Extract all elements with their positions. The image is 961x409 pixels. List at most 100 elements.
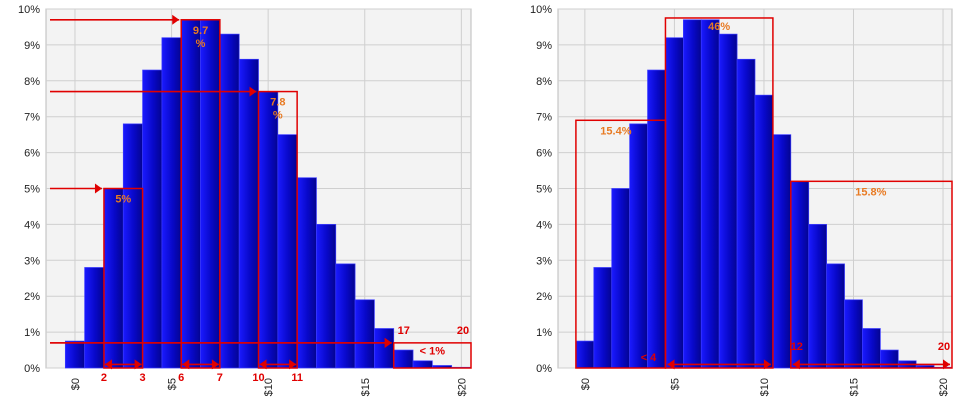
y-tick-label: 5%: [24, 184, 40, 196]
histogram-bar: [393, 349, 414, 369]
annotation-label: 7.8%: [270, 97, 285, 122]
x-tick-label: $15: [360, 378, 372, 396]
histogram-bar: [180, 19, 201, 369]
y-tick-label: 8%: [24, 76, 40, 88]
x-tick-label: $10: [759, 378, 771, 396]
x-tick-label: $20: [938, 378, 950, 396]
annotation-box: [180, 19, 221, 369]
annotation-box: [664, 17, 774, 369]
x-tick-label: $0: [580, 378, 592, 390]
range-label-end: 11: [291, 372, 303, 384]
histogram-bar: [718, 33, 738, 369]
range-label-end: 7: [217, 372, 223, 384]
histogram-bar: [219, 33, 240, 369]
y-tick-label: 3%: [536, 255, 552, 267]
y-tick-label: 6%: [536, 148, 552, 160]
histogram-bar: [335, 263, 356, 369]
histogram-right-svg: 0% 1% 2% 3% 4% 5% 6% 7% 8% 9% 10% $0 $5 $10 $15 $20 15.4…: [530, 4, 953, 396]
annotation-label-line: %: [273, 110, 283, 122]
histogram-bar: [736, 58, 756, 369]
y-tick-label: 2%: [24, 291, 40, 303]
histogram-bar: [862, 328, 881, 369]
y-tick-label: 5%: [536, 184, 552, 196]
annotation-box: [790, 180, 953, 369]
histogram-bar: [772, 134, 792, 369]
x-tick-label: $0: [70, 378, 82, 390]
range-label-end: 3: [140, 372, 146, 384]
y-tick-label: 9%: [536, 40, 552, 52]
x-tick-label: $15: [849, 378, 861, 396]
histogram-bar: [683, 19, 702, 369]
histogram-bar: [575, 340, 595, 369]
y-tick-label: 1%: [536, 327, 552, 339]
y-tick-label: 10%: [530, 4, 552, 16]
x-tick-label: $5: [669, 378, 681, 390]
arrow-label: < 4: [641, 352, 657, 364]
histogram-bar: [593, 267, 613, 369]
histogram-left-svg: 0% 1% 2% 3% 4% 5% 6% 7% 8% 9% 10% $0 $5 $10 $15 $20 5% 9.…: [18, 4, 472, 396]
y-tick-label: 4%: [536, 219, 552, 231]
histogram-left: 0% 1% 2% 3% 4% 5% 6% 7% 8% 9% 10% $0 $5 $10 $15 $20 5% 9.…: [0, 0, 480, 404]
histogram-bar: [808, 224, 827, 369]
y-tick-label: 4%: [24, 219, 40, 231]
arrow-label: 12: [791, 341, 803, 353]
annotation-label-line: 7.8: [270, 97, 285, 109]
range-arrow-head-left: [259, 359, 267, 370]
annotation-label: 15.8%: [855, 186, 886, 198]
histogram-bar: [880, 349, 899, 369]
range-label-start: 2: [101, 372, 107, 384]
range-arrow-head-left: [792, 359, 800, 370]
annotation-label-line: %: [196, 38, 206, 50]
histogram-bar: [665, 37, 684, 369]
y-tick-label: 9%: [24, 40, 40, 52]
histogram-bar: [826, 263, 845, 369]
range-arrow-head-right: [211, 359, 219, 370]
y-tick-label: 7%: [536, 112, 552, 124]
histogram-bar: [316, 224, 337, 369]
y-tick-label: 0%: [536, 363, 552, 375]
x-tick-label: $20: [456, 378, 468, 396]
annotation-box: [103, 187, 144, 369]
x-tick-label: $5: [167, 378, 179, 390]
level-arrow-head-right: [172, 14, 180, 25]
y-tick-label: 6%: [24, 148, 40, 160]
range-arrow-head-left: [104, 359, 112, 370]
histogram-bar: [161, 37, 182, 369]
arrow-label: 20: [938, 341, 950, 353]
y-tick-label: 1%: [24, 327, 40, 339]
range-arrow-head-right: [943, 359, 950, 370]
level-arrow-head-right: [94, 183, 102, 194]
histogram-bar: [84, 267, 105, 369]
annotation-label: 5%: [115, 194, 131, 206]
range-arrow-head-right: [289, 359, 297, 370]
histogram-bar: [103, 188, 124, 369]
annotation-box: [392, 342, 472, 369]
corner-label: 17: [398, 325, 410, 337]
histogram-right: 0% 1% 2% 3% 4% 5% 6% 7% 8% 9% 10% $0 $5 $10 $15 $20 15.4…: [481, 0, 961, 404]
x-tick-label: $10: [263, 378, 275, 396]
histogram-bar: [64, 340, 85, 369]
annotation-label-line: 5%: [115, 194, 131, 206]
annotation-box: [257, 90, 298, 369]
y-tick-label: 10%: [18, 4, 40, 16]
annotation-label: 15.4%: [600, 125, 631, 137]
histogram-bar: [844, 299, 863, 369]
histogram-bar: [238, 58, 259, 369]
annotation-label: < 1%: [420, 345, 446, 357]
histogram-bar: [754, 94, 774, 369]
histogram-bar: [296, 177, 317, 369]
histogram-bar: [258, 91, 279, 369]
annotation-label-line: 9.7: [193, 25, 208, 37]
histogram-bar: [700, 19, 720, 369]
histogram-bar: [611, 188, 630, 369]
range-label-start: 6: [178, 372, 184, 384]
annotation-label: 46%: [708, 21, 730, 33]
annotation-label: 9.7%: [193, 25, 208, 50]
range-arrow-head-left: [667, 359, 675, 370]
y-tick-label: 7%: [24, 112, 40, 124]
histogram-bar: [277, 134, 298, 369]
histogram-bar: [354, 299, 375, 369]
y-tick-label: 8%: [536, 76, 552, 88]
histogram-bar: [374, 328, 395, 369]
range-arrow-head-right: [134, 359, 142, 370]
